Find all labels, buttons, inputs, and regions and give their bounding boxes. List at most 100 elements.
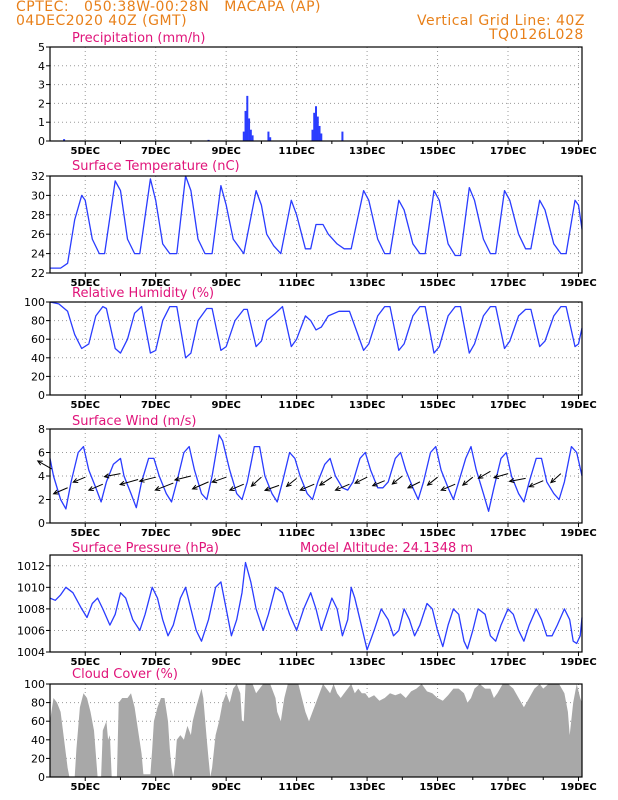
y-tick-label: 1010	[17, 581, 45, 594]
precip-bar	[341, 131, 344, 141]
wind-arrow	[251, 476, 262, 487]
wind-arrow-head	[72, 478, 79, 483]
header-run-id: TQ0126L028	[489, 27, 584, 43]
y-tick-label: 26	[31, 228, 45, 241]
wind-arrow-head	[228, 486, 235, 491]
x-tick-label: 9DEC	[211, 657, 240, 668]
wind-arrow	[211, 476, 227, 483]
wind-arrow	[440, 483, 456, 491]
wind-arrow-head	[52, 489, 59, 495]
x-tick-label: 9DEC	[211, 146, 240, 157]
header-datetime: 04DEC2020 40Z (GMT)	[16, 13, 188, 29]
x-tick-label: 17DEC	[490, 146, 526, 157]
x-tick-label: 13DEC	[349, 146, 385, 157]
x-tick-label: 17DEC	[490, 400, 526, 411]
wind-arrow	[319, 476, 333, 486]
precip-bar	[63, 139, 66, 141]
wind-arrow	[493, 473, 509, 479]
precip-bar	[246, 95, 249, 141]
y-tick-label: 4	[38, 60, 45, 73]
x-tick-label: 19DEC	[560, 278, 596, 289]
wind-arrow	[550, 473, 562, 484]
wind-arrow	[392, 475, 403, 485]
panel-title: Surface Wind (m/s)	[72, 414, 196, 429]
series-line	[49, 434, 583, 512]
header-station: CPTEC: 050:38W-00:28N MACAPA (AP)	[16, 0, 321, 15]
cloud-area	[50, 684, 582, 777]
wind-arrow	[354, 476, 368, 484]
wind-arrow-head	[508, 477, 515, 484]
wind-arrow-head	[426, 480, 433, 486]
x-tick-label: 5DEC	[71, 400, 100, 411]
wind-arrow-head	[492, 473, 500, 479]
precip-bar	[248, 118, 251, 141]
y-tick-label: 30	[31, 189, 45, 202]
wind-arrow-head	[354, 478, 361, 484]
y-tick-label: 80	[31, 315, 45, 328]
x-tick-label: 9DEC	[211, 400, 240, 411]
precip-bar	[311, 129, 314, 141]
x-tick-label: 13DEC	[349, 782, 385, 793]
wind-arrow	[264, 484, 280, 491]
y-tick-label: 40	[31, 352, 45, 365]
y-tick-label: 1	[38, 116, 45, 129]
panel-frame	[49, 554, 583, 653]
y-tick-label: 80	[31, 697, 45, 710]
wind-arrow-head	[103, 473, 110, 479]
x-tick-label: 5DEC	[71, 278, 100, 289]
wind-arrow	[462, 476, 474, 486]
x-tick-label: 11DEC	[278, 528, 314, 539]
panel-frame	[49, 683, 583, 778]
precip-bar	[315, 106, 317, 141]
y-tick-label: 0	[38, 135, 45, 148]
y-tick-label: 60	[31, 715, 45, 728]
panel-title: Surface Pressure (hPa)	[72, 541, 219, 556]
x-tick-label: 19DEC	[560, 657, 596, 668]
x-tick-label: 9DEC	[211, 528, 240, 539]
x-tick-label: 7DEC	[141, 278, 170, 289]
wind-arrow-head	[318, 480, 325, 486]
y-tick-label: 22	[31, 267, 45, 280]
panel-frame	[49, 428, 583, 524]
y-tick-label: 2	[38, 97, 45, 110]
y-tick-label: 4	[38, 470, 45, 483]
wind-arrow	[88, 483, 104, 491]
y-tick-label: 0	[38, 389, 45, 402]
series-line	[49, 561, 583, 651]
x-tick-label: 13DEC	[349, 657, 385, 668]
x-tick-label: 19DEC	[560, 528, 596, 539]
wind-arrow	[104, 473, 121, 478]
wind-arrow-head	[477, 473, 484, 479]
x-tick-label: 11DEC	[278, 146, 314, 157]
wind-arrow-head	[391, 479, 398, 485]
y-tick-label: 32	[31, 170, 45, 183]
y-tick-label: 5	[38, 41, 45, 54]
y-tick-label: 24	[31, 248, 45, 261]
x-tick-label: 13DEC	[349, 400, 385, 411]
x-tick-label: 5DEC	[71, 528, 100, 539]
wind-arrow	[372, 480, 385, 487]
x-tick-label: 15DEC	[419, 400, 455, 411]
wind-arrow-head	[371, 481, 378, 487]
wind-arrow	[119, 479, 139, 486]
y-tick-label: 1012	[17, 560, 45, 573]
x-tick-label: 11DEC	[278, 278, 314, 289]
wind-arrow	[73, 476, 86, 483]
x-tick-label: 5DEC	[71, 782, 100, 793]
x-tick-label: 17DEC	[490, 782, 526, 793]
series-line	[49, 301, 583, 359]
y-tick-label: 1004	[17, 646, 45, 659]
wind-arrow	[229, 483, 244, 491]
wind-arrow-head	[440, 486, 447, 491]
x-tick-label: 17DEC	[490, 528, 526, 539]
precip-bar	[267, 131, 270, 141]
x-tick-label: 7DEC	[141, 657, 170, 668]
precip-bar	[242, 131, 245, 141]
x-tick-label: 11DEC	[278, 657, 314, 668]
y-tick-label: 100	[24, 296, 45, 309]
wind-arrow	[427, 476, 438, 486]
x-tick-label: 5DEC	[71, 146, 100, 157]
y-tick-label: 60	[31, 333, 45, 346]
x-tick-label: 13DEC	[349, 278, 385, 289]
